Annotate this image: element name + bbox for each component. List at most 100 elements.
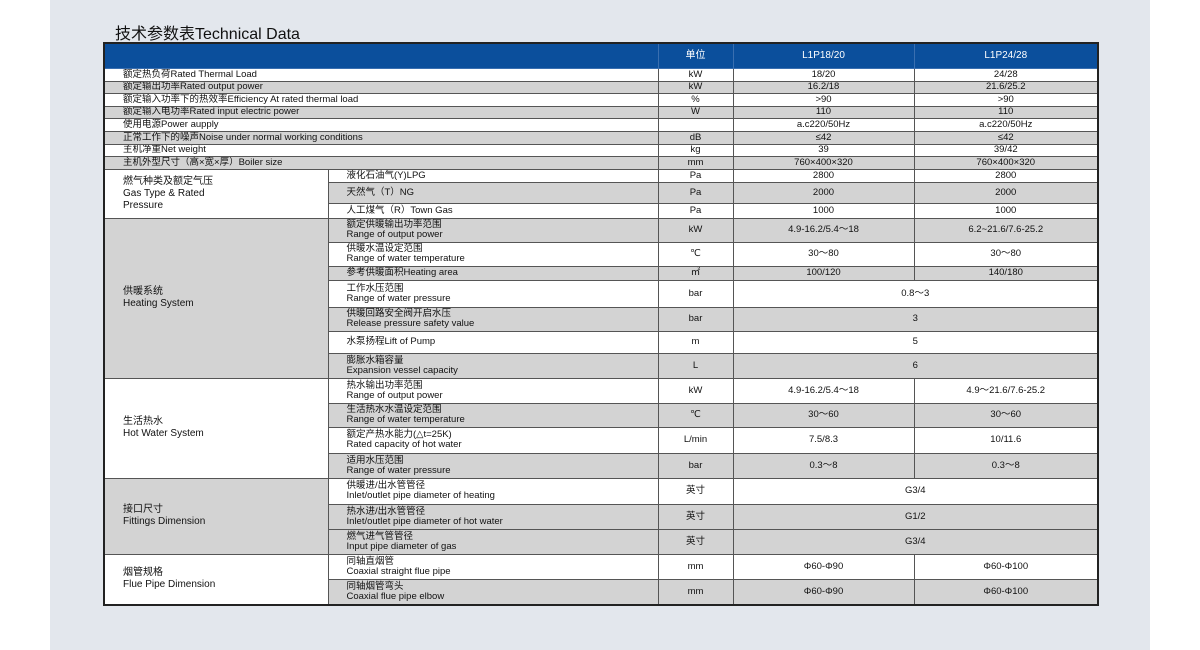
sub-label-cn: 热水进/出水管管径 — [346, 505, 426, 517]
table-row: 主机净重Net weight kg 39 39/42 — [103, 143, 1099, 157]
row-unit: kW — [657, 67, 734, 82]
row-label: 额定热负荷Rated Thermal Load — [103, 67, 659, 82]
sub-label: 同轴直烟管 Coaxial straight flue pipe — [327, 553, 659, 580]
group-label: 烟管规格 Flue Pipe Dimension — [103, 553, 329, 606]
row-value-model-2: 1000 — [913, 202, 1099, 219]
table-row: 适用水压范围 Range of water pressure bar 0.3～8 0.3… — [104, 452, 1099, 479]
sub-label: 燃气进气管管径 Input pipe diameter of gas — [327, 528, 659, 555]
sub-label-cn: 额定产热水能力(△t=25K) — [346, 429, 452, 440]
row-value-model-1: 30～60 — [732, 402, 915, 428]
group-label-cn: 烟管规格 — [123, 567, 163, 579]
sub-label-en: Coaxial straight flue pipe — [346, 565, 451, 577]
sub-label-cn: 工作水压范围 — [346, 282, 404, 294]
table-row: 主机外型尺寸（高×宽×厚）Boiler size mm 760×400×320 760… — [103, 155, 1099, 170]
row-value-model-1: 30～80 — [732, 241, 915, 267]
sub-label-en: Inlet/outlet pipe diameter of hot water — [346, 515, 503, 527]
table-row: 使用电源Power aupply a.c220/50Hz a.c220/50Hz — [103, 117, 1099, 132]
row-value-model-1: 100/120 — [732, 265, 915, 281]
sub-label-en: Input pipe diameter of gas — [346, 540, 457, 552]
row-value-model-1: >90 — [732, 92, 915, 107]
sub-label: 水泵扬程Lift of Pump — [327, 330, 659, 354]
row-label: 主机外型尺寸（高×宽×厚）Boiler size — [103, 155, 659, 170]
group-label-en: Fittings Dimension — [123, 516, 206, 527]
sub-label: 供暖回路安全阀开启水压 Release pressure safety value — [327, 306, 659, 332]
sub-label-en: Range of water temperature — [346, 414, 465, 425]
sub-label: 天然气（T）NG — [327, 181, 659, 204]
sub-label-en: Coaxial flue pipe elbow — [346, 590, 445, 602]
row-value-model-2: 140/180 — [913, 265, 1099, 281]
row-unit: ㎡ — [657, 265, 734, 281]
sub-label-cn: 水泵扬程Lift of Pump — [346, 336, 436, 347]
table-row: 供暖系统 Heating System 额定供暖输出功率范围 Range of out… — [103, 217, 1099, 379]
sub-label: 人工煤气（R）Town Gas — [327, 202, 659, 219]
row-value-model-1: 2800 — [732, 168, 915, 183]
row-value-model-2: 2800 — [913, 168, 1099, 183]
row-value-model-2: 21.6/25.2 — [913, 80, 1099, 94]
row-value-shared: G1/2 — [732, 503, 1099, 530]
row-label: 使用电源Power aupply — [103, 117, 659, 132]
row-value-model-1: Φ60-Φ90 — [732, 553, 915, 580]
row-value-model-1: 7.5/8.3 — [732, 426, 915, 454]
sub-label-en: Release pressure safety value — [346, 318, 475, 329]
table-row: 燃气种类及额定气压 Gas Type & Rated Pressure 液化石油气(… — [103, 168, 1099, 219]
row-value-model-1: 110 — [732, 105, 915, 119]
sub-label: 液化石油气(Y)LPG — [327, 168, 659, 183]
row-value-model-2: 39/42 — [913, 143, 1099, 157]
table-row: 额定输入功率下的热效率Efficiency At rated thermal l… — [103, 92, 1099, 107]
table-row: 热水进/出水管管径 Inlet/outlet pipe diameter of h… — [104, 503, 1099, 530]
table-row: 参考供暖面积Heating area ㎡ 100/120 140/180 — [104, 265, 1099, 281]
sub-label: 膨胀水箱容量 Expansion vessel capacity — [327, 352, 659, 379]
row-value-model-1: 2000 — [732, 181, 915, 204]
header-label — [103, 42, 659, 69]
row-value-model-2: 2000 — [913, 181, 1099, 204]
table-row: 烟管规格 Flue Pipe Dimension 同轴直烟管 Coaxial stra… — [103, 553, 1099, 606]
sub-label-en: Range of output power — [346, 229, 443, 240]
group-label-en: Flue Pipe Dimension — [123, 579, 216, 591]
table-row: 额定输入电功率Rated input electric power W 110 110 — [103, 105, 1099, 119]
sub-label: 工作水压范围 Range of water pressure — [327, 279, 659, 308]
table-row: 生活热水 Hot Water System 热水输出功率范围 Range of out… — [103, 377, 1099, 479]
sub-label-cn: 液化石油气(Y)LPG — [346, 169, 426, 181]
row-value-model-1: Φ60-Φ90 — [732, 578, 915, 606]
sub-label: 参考供暖面积Heating area — [327, 265, 659, 281]
table-row: 正常工作下的噪声Noise under normal working condi… — [103, 130, 1099, 145]
row-label: 额定输入功率下的热效率Efficiency At rated thermal l… — [103, 92, 659, 107]
row-unit: kW — [657, 80, 734, 94]
row-unit: kW — [657, 217, 734, 243]
row-value-model-2: Φ60-Φ100 — [913, 553, 1099, 580]
group-label: 燃气种类及额定气压 Gas Type & Rated Pressure — [103, 168, 329, 219]
technical-data-table: 单位 L1P18/20 L1P24/28 额定热负荷Rated Thermal … — [103, 42, 1099, 606]
sub-label-cn: 膨胀水箱容量 — [346, 354, 404, 366]
row-unit: mm — [657, 578, 734, 606]
row-unit: mm — [657, 553, 734, 580]
row-value-model-2: 30～80 — [913, 241, 1099, 267]
row-unit: 英寸 — [657, 503, 734, 530]
group-label-en: Heating System — [123, 298, 194, 309]
sub-label: 热水输出功率范围 Range of output power — [327, 377, 659, 404]
table-row: 水泵扬程Lift of Pump m 5 — [104, 330, 1099, 354]
sub-label: 额定供暖输出功率范围 Range of output power — [327, 217, 659, 243]
row-unit: 英寸 — [657, 528, 734, 555]
group-label-en: Hot Water System — [123, 428, 204, 439]
group-label-cn: 燃气种类及额定气压 — [123, 175, 213, 187]
row-label: 额定输出功率Rated output power — [103, 80, 659, 94]
row-value-shared: 3 — [732, 306, 1099, 332]
row-value-model-1: 4.9-16.2/5.4～18 — [732, 217, 915, 243]
header-model-1: L1P18/20 — [732, 42, 915, 69]
row-value-model-1: 39 — [732, 143, 915, 157]
row-value-model-2: 10/11.6 — [913, 426, 1099, 454]
sub-label: 供暖水温设定范围 Range of water temperature — [327, 241, 659, 267]
sub-label-cn: 参考供暖面积Heating area — [346, 267, 458, 278]
row-unit: bar — [657, 279, 734, 308]
sub-label-cn: 燃气进气管管径 — [346, 530, 414, 542]
sub-label-cn: 供暖回路安全阀开启水压 — [346, 308, 452, 319]
row-value-model-2: Φ60-Φ100 — [913, 578, 1099, 606]
row-unit: Pa — [657, 168, 734, 183]
row-value-shared: 0.8～3 — [732, 279, 1099, 308]
row-unit: L/min — [657, 426, 734, 454]
table-row: 额定热负荷Rated Thermal Load kW 18/20 24/28 — [103, 67, 1099, 82]
group-label: 生活热水 Hot Water System — [103, 377, 329, 479]
sub-label-cn: 供暖进/出水管管径 — [346, 480, 426, 491]
row-value-model-1: 16.2/18 — [732, 80, 915, 94]
row-unit: bar — [657, 452, 734, 479]
